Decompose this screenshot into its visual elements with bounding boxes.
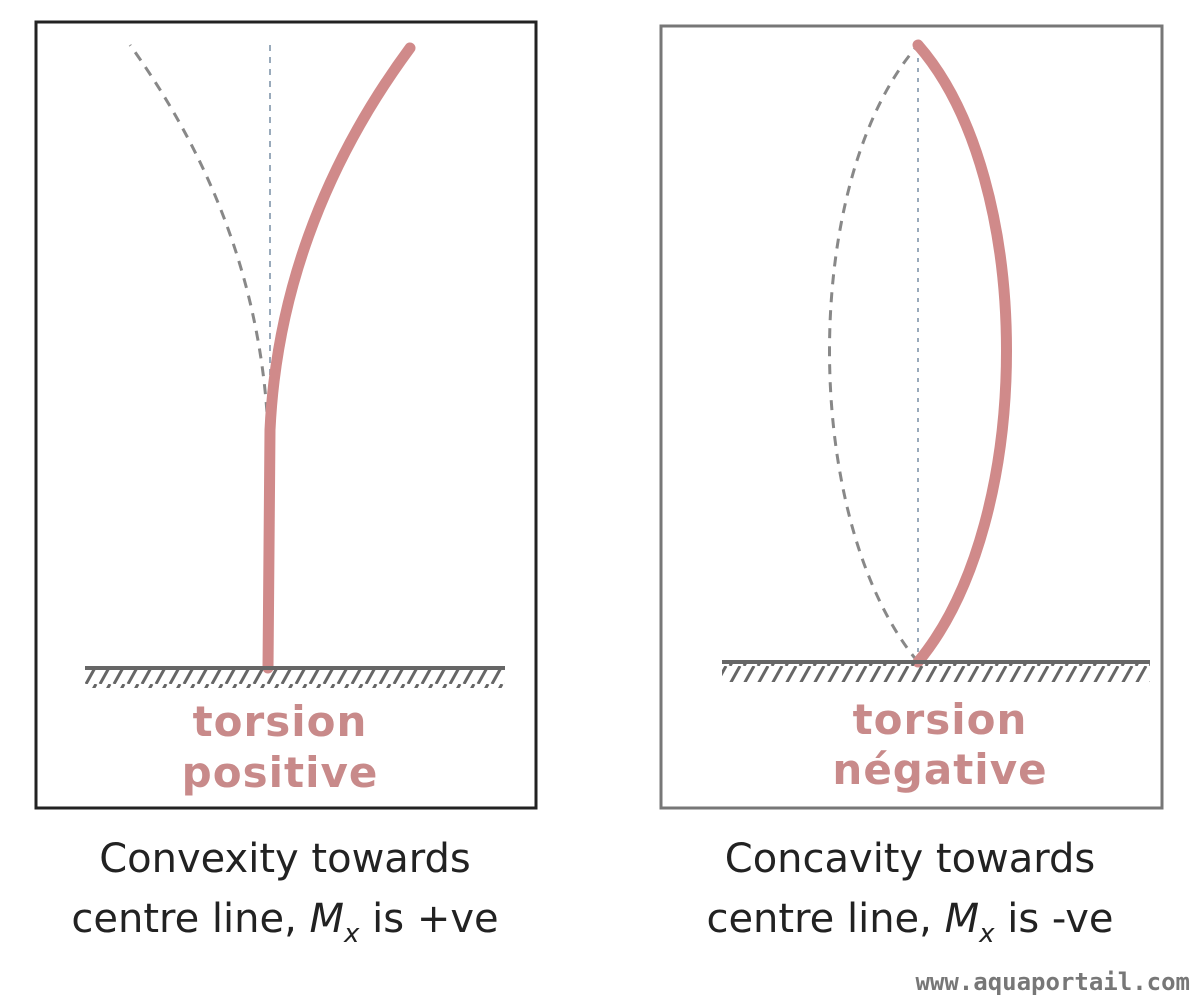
caption-text: centre line, (71, 896, 309, 942)
caption: Concavity towards (725, 836, 1095, 882)
mirror-curve (828, 44, 920, 663)
panel-positive: torsion positive Convexity towards centr… (34, 20, 538, 949)
panel-negative: torsion négative Concavity towards centr… (659, 24, 1164, 949)
panel-frame (34, 20, 538, 810)
caption: centre line, Mx is -ve (706, 896, 1113, 949)
caption-text: centre line, (706, 896, 944, 942)
subscript: x (343, 919, 360, 949)
label: positive (182, 748, 379, 797)
subscript: x (978, 919, 995, 949)
panel-frame (659, 24, 1164, 810)
label: torsion (193, 697, 368, 746)
mirror-curve (128, 44, 270, 431)
caption-text: is +ve (359, 896, 498, 942)
symbol: M (310, 896, 345, 942)
label: négative (832, 745, 1047, 794)
watermark: www.aquaportail.com (915, 968, 1190, 996)
caption: centre line, Mx is +ve (71, 896, 498, 949)
caption-text: is -ve (995, 896, 1114, 942)
ground-hatch (722, 664, 1150, 682)
deflected-column (262, 42, 416, 674)
ground-hatch (85, 670, 505, 688)
caption: Convexity towards (99, 836, 471, 882)
label: torsion (853, 695, 1028, 744)
deflected-column (912, 39, 1012, 668)
symbol: M (945, 896, 980, 942)
